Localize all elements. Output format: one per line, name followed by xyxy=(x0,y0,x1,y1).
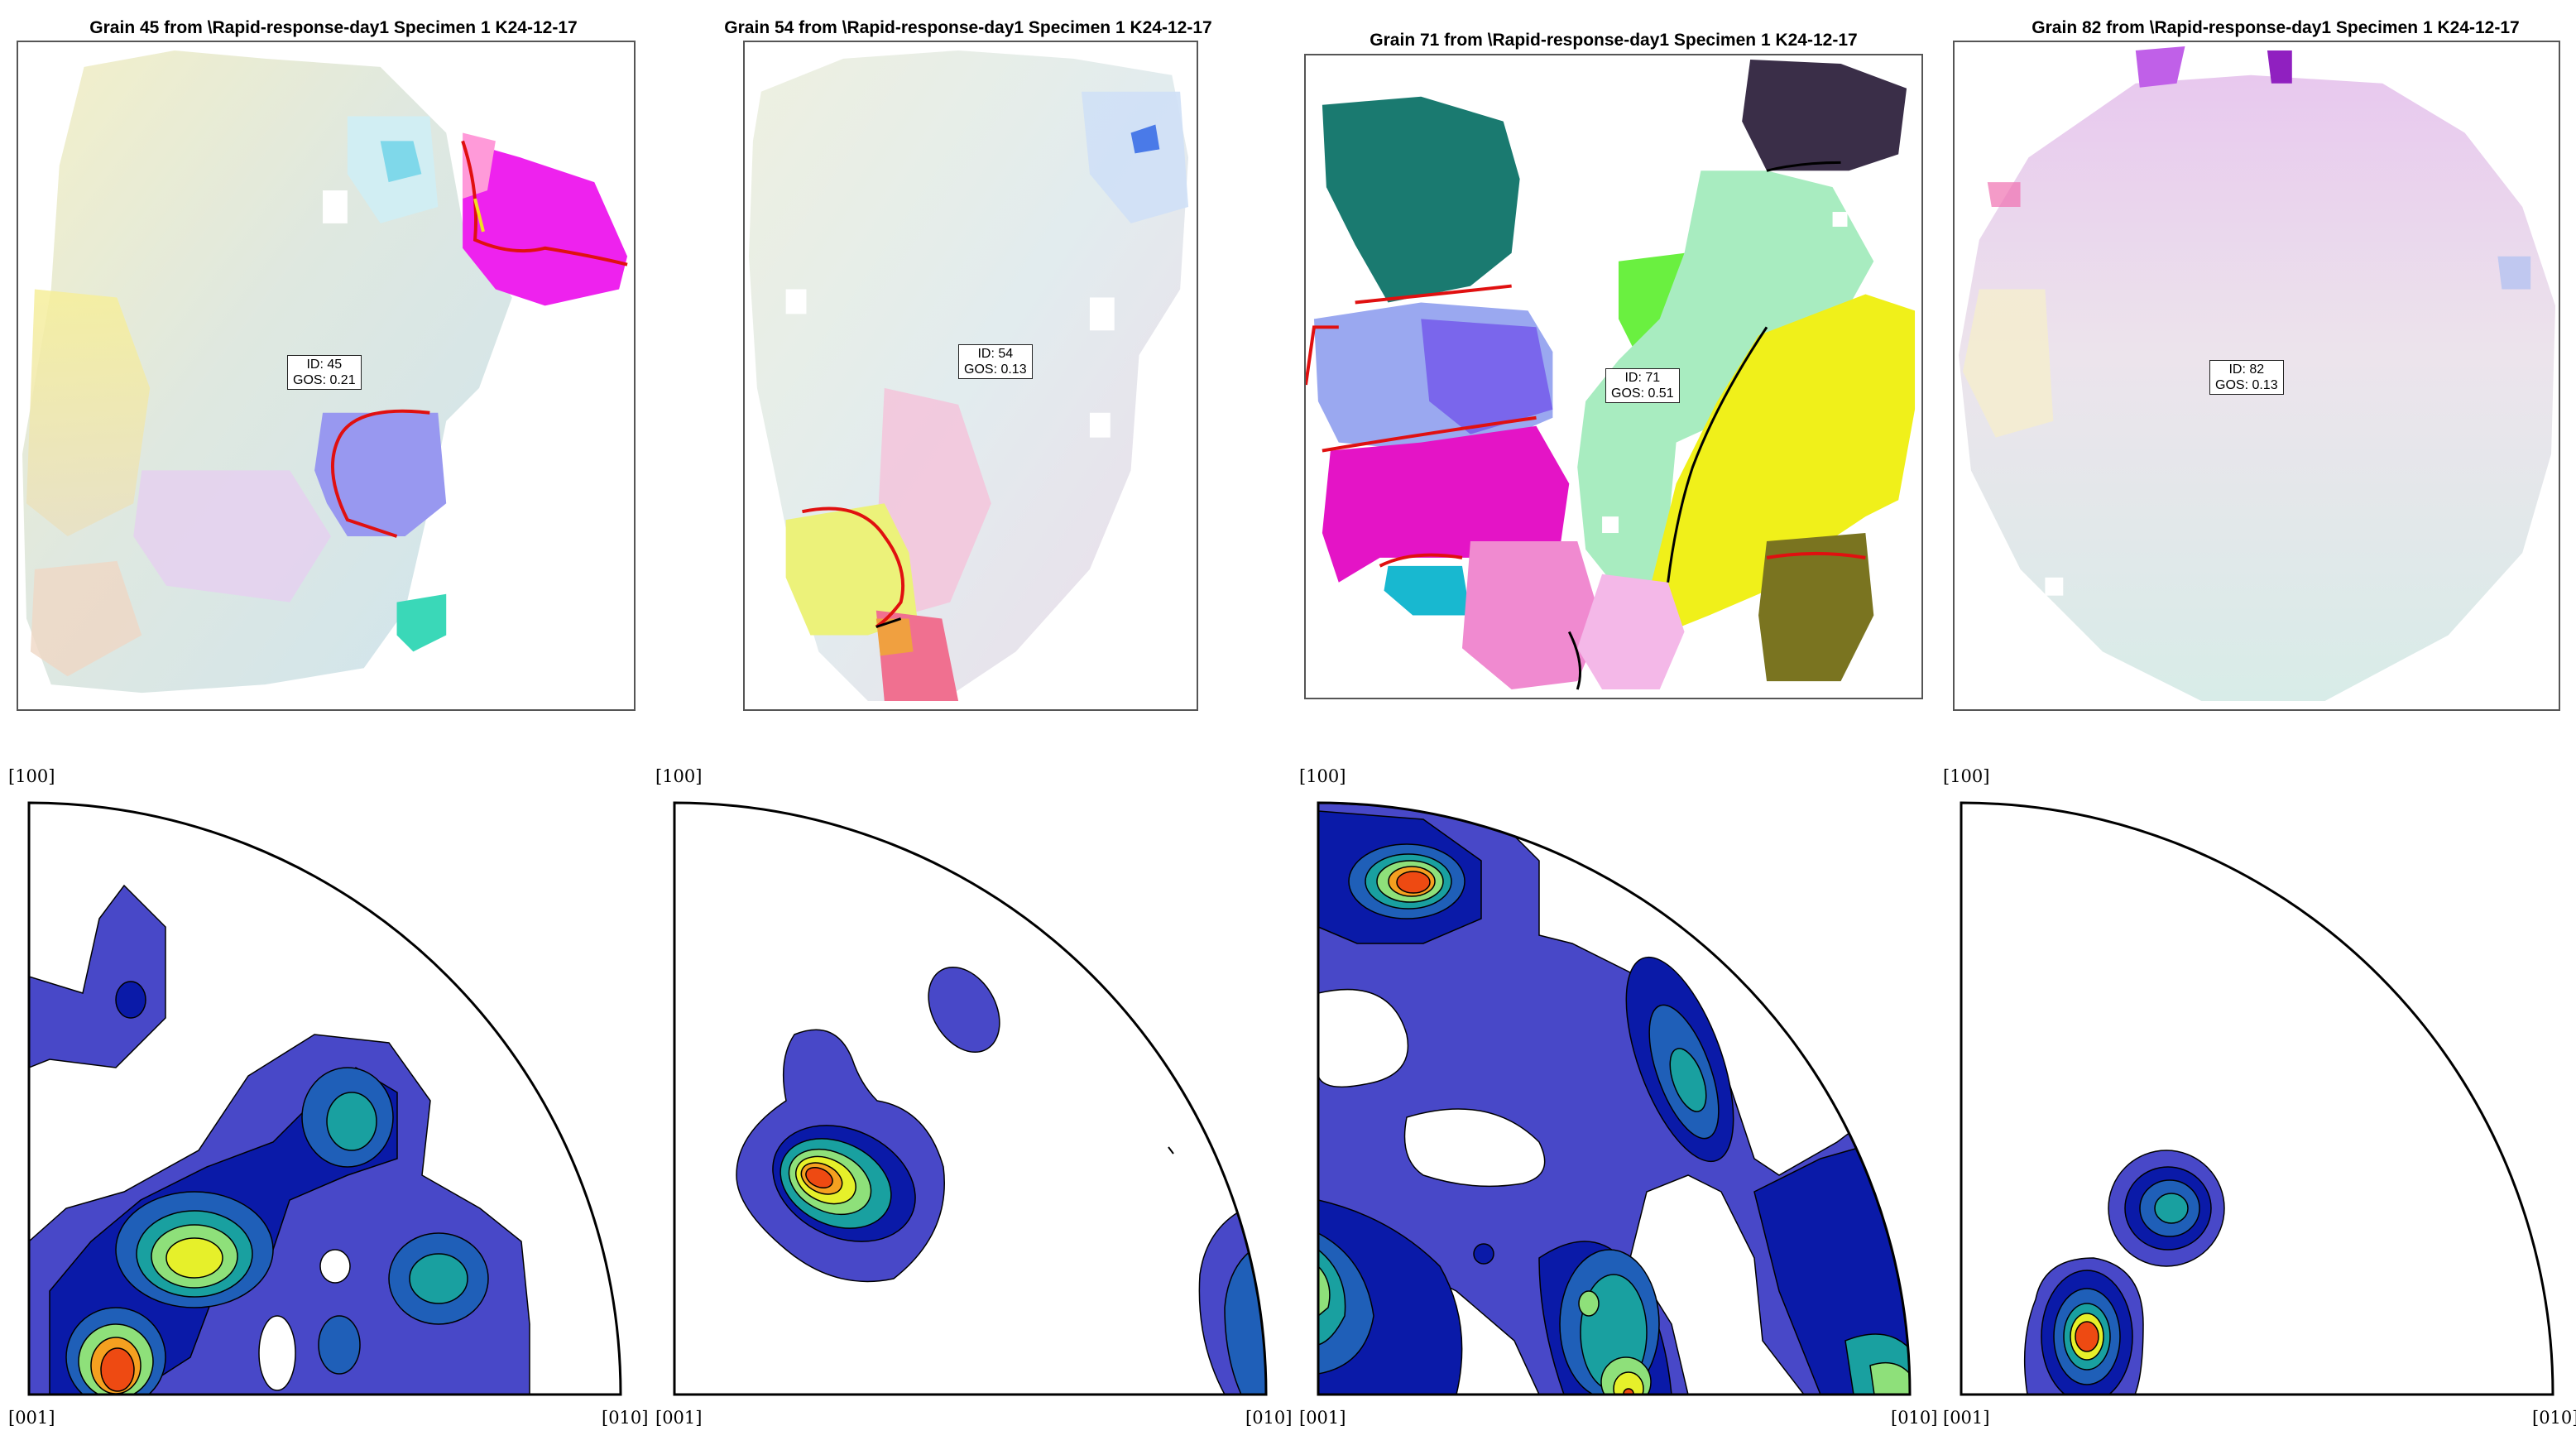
grain-82-id-text: ID: 82 xyxy=(2228,362,2265,377)
ipf-4-label-010: [010] xyxy=(2532,1408,2576,1428)
grain-71-gos-text: GOS: 0.51 xyxy=(1611,386,1674,401)
grain-54-title: Grain 54 from \Rapid-response-day1 Speci… xyxy=(724,18,1212,37)
ipf-1-label-001: [001] xyxy=(8,1408,55,1428)
ipf-2-label-010: [010] xyxy=(1245,1408,1292,1428)
contour-region xyxy=(1318,803,1910,1395)
ipf-3-label-001: [001] xyxy=(1299,1408,1346,1428)
ipf-3-label-100: [100] xyxy=(1299,766,1346,786)
contour-region xyxy=(2154,1193,2189,1224)
contour-region xyxy=(1168,1146,1174,1155)
contour-region xyxy=(1869,1361,1910,1395)
ipf-grain-71 xyxy=(1318,803,1910,1395)
ipf-boundary xyxy=(1317,801,1912,1396)
grain-82-id-label: ID: 82 GOS: 0.13 xyxy=(2209,360,2284,395)
contour-hole xyxy=(1318,988,1409,1088)
contour-region xyxy=(100,1347,135,1392)
contour-region xyxy=(115,981,146,1019)
contour-region xyxy=(1396,871,1431,894)
grain-45-title: Grain 45 from \Rapid-response-day1 Speci… xyxy=(89,18,578,37)
ipf-4-label-100: [100] xyxy=(1943,766,1989,786)
contour-region xyxy=(1473,1243,1494,1265)
grain-82-gos-text: GOS: 0.13 xyxy=(2215,378,2278,392)
contour-region xyxy=(165,1237,223,1279)
grain-71-orientation-map: ID: 71 GOS: 0.51 xyxy=(1304,54,1923,699)
contour-region xyxy=(1318,1265,1331,1318)
contour-region xyxy=(1318,1248,1346,1347)
grain-45-orientation-map: ID: 45 GOS: 0.21 xyxy=(17,41,636,711)
contour-region xyxy=(1753,1141,1910,1395)
ipf-4-label-001: [001] xyxy=(1943,1408,1989,1428)
contour-region xyxy=(409,1253,468,1304)
ipf-boundary xyxy=(673,801,1268,1396)
ipf-2-label-001: [001] xyxy=(655,1408,702,1428)
grain-71-title: Grain 71 from \Rapid-response-day1 Speci… xyxy=(1370,31,1858,50)
contour-region xyxy=(2075,1321,2099,1352)
contour-region xyxy=(1669,1048,1707,1112)
contour-hole xyxy=(258,1315,296,1391)
contour-region xyxy=(928,966,1000,1054)
grain-82-title: Grain 82 from \Rapid-response-day1 Speci… xyxy=(2032,18,2520,37)
ipf-grain-54 xyxy=(736,966,1266,1395)
contour-hole xyxy=(319,1249,351,1284)
ipf-1-label-010: [010] xyxy=(602,1408,648,1428)
contour-region xyxy=(1578,1290,1600,1317)
contour-region xyxy=(318,1315,361,1375)
ipf-boundary xyxy=(1960,801,2554,1396)
grain-54-id-label: ID: 54 GOS: 0.13 xyxy=(958,344,1033,379)
grain-71-id-label: ID: 71 GOS: 0.51 xyxy=(1605,368,1680,403)
ipf-2-label-100: [100] xyxy=(655,766,702,786)
grain-45-gos-text: GOS: 0.21 xyxy=(293,373,356,387)
grain-54-gos-text: GOS: 0.13 xyxy=(964,362,1027,377)
contour-region xyxy=(326,1092,377,1151)
ipf-grain-45 xyxy=(29,884,530,1395)
grain-71-id-text: ID: 71 xyxy=(1624,371,1661,385)
ipf-grain-82 xyxy=(2023,1150,2225,1395)
ipf-3-label-010: [010] xyxy=(1891,1408,1937,1428)
contour-region xyxy=(805,1166,833,1189)
grain-45-id-label: ID: 45 GOS: 0.21 xyxy=(287,355,362,390)
contour-region xyxy=(29,884,166,1069)
ipf-1-label-100: [100] xyxy=(8,766,55,786)
grain-54-id-text: ID: 54 xyxy=(977,347,1014,361)
grain-45-id-text: ID: 45 xyxy=(306,358,343,372)
contour-hole xyxy=(1403,1108,1546,1188)
ipf-boundary xyxy=(27,801,622,1396)
grain-54-orientation-map: ID: 54 GOS: 0.13 xyxy=(743,41,1198,711)
grain-82-orientation-map: ID: 82 GOS: 0.13 xyxy=(1953,41,2560,711)
